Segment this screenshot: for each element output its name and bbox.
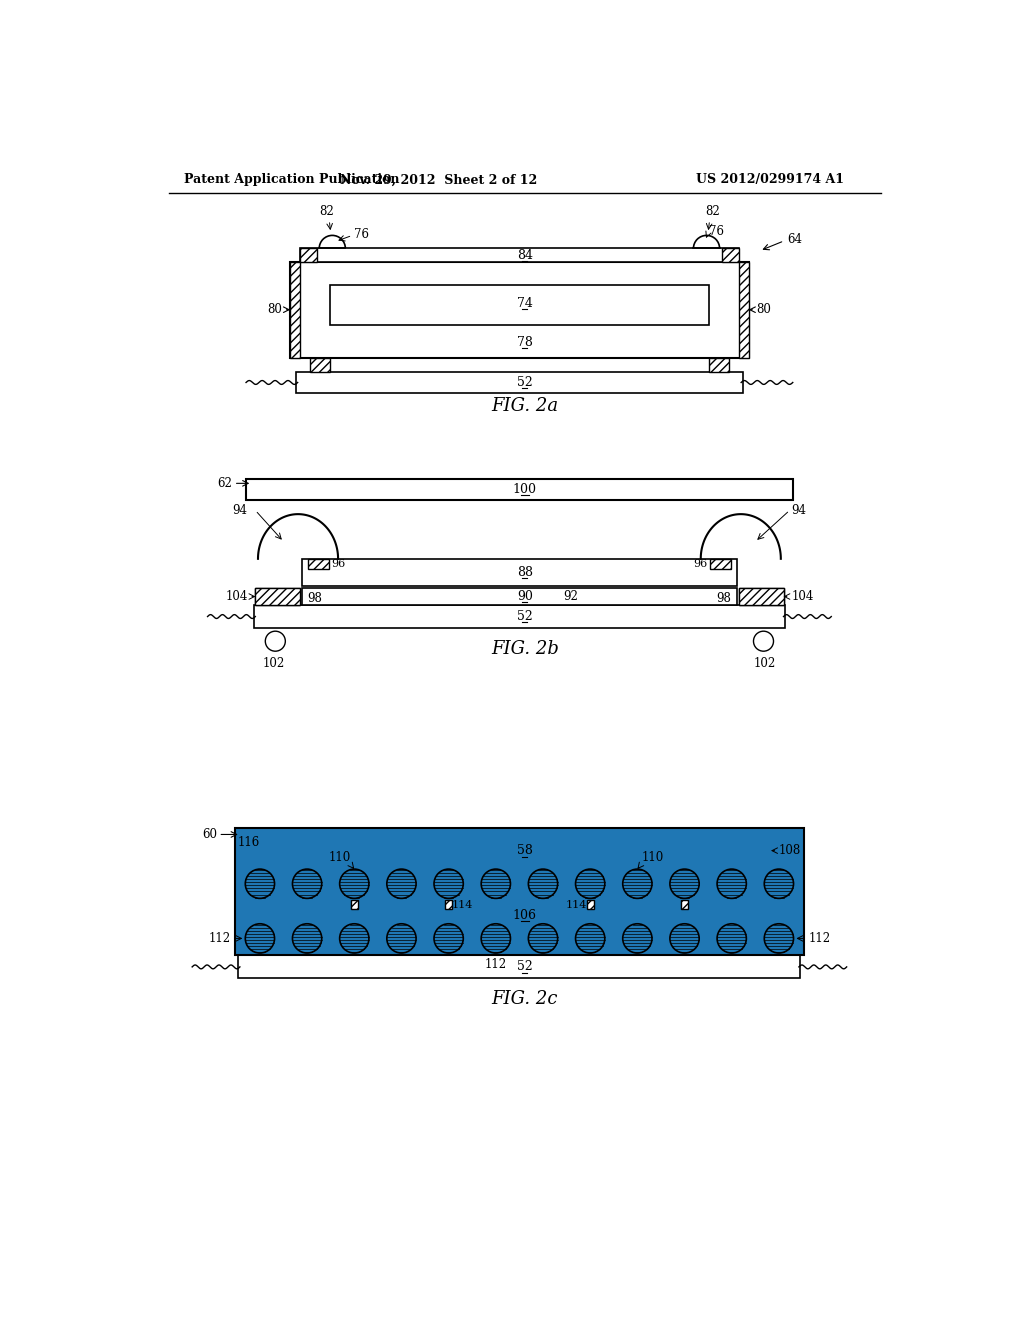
Bar — [243, 909, 797, 921]
Text: 112: 112 — [484, 958, 507, 972]
Text: 96: 96 — [693, 558, 708, 569]
Bar — [239, 956, 801, 978]
Text: 76: 76 — [709, 224, 724, 238]
Text: 58: 58 — [517, 843, 532, 857]
Bar — [301, 558, 737, 586]
Text: 82: 82 — [706, 206, 720, 218]
Text: 108: 108 — [779, 843, 801, 857]
Text: 98: 98 — [307, 593, 323, 606]
Text: 98: 98 — [716, 593, 731, 606]
Bar — [709, 358, 729, 372]
Text: 90: 90 — [517, 590, 532, 603]
Bar — [300, 248, 316, 261]
Bar — [254, 605, 785, 628]
Text: 114: 114 — [452, 899, 473, 909]
Bar — [330, 285, 709, 326]
Bar — [255, 589, 300, 605]
Text: 92: 92 — [563, 590, 579, 603]
Bar — [739, 589, 783, 605]
Text: 94: 94 — [232, 504, 248, 517]
Text: FIG. 2b: FIG. 2b — [490, 640, 559, 657]
Bar — [739, 589, 783, 605]
Bar — [296, 372, 742, 393]
Text: 110: 110 — [328, 851, 350, 865]
Text: 74: 74 — [517, 297, 532, 310]
Text: Patent Application Publication: Patent Application Publication — [184, 173, 400, 186]
Text: 82: 82 — [318, 206, 334, 218]
Text: 80: 80 — [267, 304, 283, 317]
Text: 80: 80 — [757, 304, 771, 317]
Text: FIG. 2a: FIG. 2a — [492, 397, 558, 416]
Text: 88: 88 — [517, 566, 532, 578]
Bar — [739, 261, 749, 358]
Bar — [290, 261, 749, 358]
Text: FIG. 2c: FIG. 2c — [492, 990, 558, 1008]
Bar — [710, 558, 731, 569]
Text: US 2012/0299174 A1: US 2012/0299174 A1 — [695, 173, 844, 186]
Bar — [267, 834, 771, 867]
Text: 102: 102 — [262, 656, 285, 669]
Text: 52: 52 — [517, 376, 532, 389]
Text: 76: 76 — [354, 228, 369, 242]
Text: 112: 112 — [209, 932, 230, 945]
Text: 64: 64 — [787, 232, 803, 246]
Bar — [445, 900, 453, 909]
Bar — [351, 900, 357, 909]
Text: 100: 100 — [513, 483, 537, 496]
Bar — [307, 558, 330, 569]
Text: 94: 94 — [792, 504, 806, 517]
Bar — [246, 479, 793, 500]
Text: 114: 114 — [565, 899, 587, 909]
Text: 60: 60 — [202, 828, 217, 841]
Text: 84: 84 — [517, 248, 532, 261]
Text: 112: 112 — [808, 932, 830, 945]
Bar — [301, 589, 737, 605]
Text: 104: 104 — [225, 590, 248, 603]
Bar — [681, 900, 688, 909]
Text: 78: 78 — [517, 335, 532, 348]
Bar — [587, 900, 594, 909]
Text: Nov. 29, 2012  Sheet 2 of 12: Nov. 29, 2012 Sheet 2 of 12 — [340, 173, 538, 186]
Bar — [310, 358, 330, 372]
Text: 96: 96 — [332, 558, 346, 569]
Text: 104: 104 — [792, 590, 814, 603]
Text: 102: 102 — [754, 656, 776, 669]
Text: 52: 52 — [517, 610, 532, 623]
Bar — [290, 261, 300, 358]
Text: 116: 116 — [238, 836, 259, 849]
Bar — [234, 829, 804, 956]
Bar — [722, 248, 739, 261]
Text: 62: 62 — [217, 477, 232, 490]
Bar — [255, 589, 300, 605]
Text: 52: 52 — [517, 961, 532, 973]
Text: 110: 110 — [641, 851, 664, 865]
Bar — [300, 248, 739, 261]
Text: 106: 106 — [513, 908, 537, 921]
